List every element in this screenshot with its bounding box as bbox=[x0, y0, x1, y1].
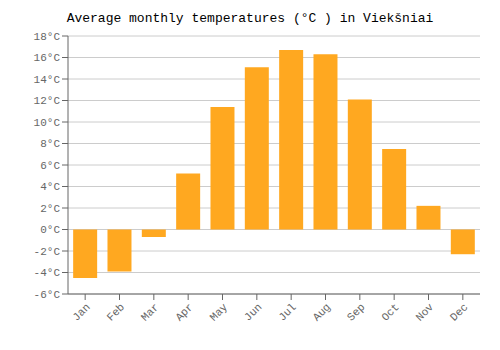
svg-text:-2°C: -2°C bbox=[34, 246, 61, 258]
svg-text:Nov: Nov bbox=[414, 301, 437, 324]
html-text:Average monthly temperatures (: Average monthly temperatures (°C ) in Vi… bbox=[66, 11, 434, 26]
svg-text:-4°C: -4°C bbox=[34, 267, 61, 279]
svg-text:Jan: Jan bbox=[70, 301, 92, 323]
svg-text:16°C: 16°C bbox=[34, 52, 61, 64]
svg-text:2°C: 2°C bbox=[40, 203, 60, 215]
svg-text:Jul: Jul bbox=[276, 301, 298, 323]
svg-text:12°C: 12°C bbox=[34, 95, 61, 107]
svg-text:14°C: 14°C bbox=[34, 74, 61, 86]
svg-text:18°C: 18°C bbox=[34, 31, 61, 43]
svg-text:Apr: Apr bbox=[173, 301, 195, 323]
svg-text:Feb: Feb bbox=[105, 301, 127, 323]
svg-text:4°C: 4°C bbox=[40, 181, 60, 193]
svg-text:Sep: Sep bbox=[345, 301, 367, 323]
svg-text:Dec: Dec bbox=[448, 301, 470, 323]
svg-text:Jun: Jun bbox=[242, 301, 264, 323]
svg-text:Mar: Mar bbox=[139, 301, 161, 323]
svg-text:0°C: 0°C bbox=[40, 224, 60, 236]
svg-text:10°C: 10°C bbox=[34, 117, 61, 129]
svg-text:Oct: Oct bbox=[379, 301, 401, 323]
svg-text:-6°C: -6°C bbox=[34, 289, 61, 301]
svg-text:6°C: 6°C bbox=[40, 160, 60, 172]
svg-text:May: May bbox=[208, 301, 231, 324]
svg-text:8°C: 8°C bbox=[40, 138, 60, 150]
svg-text:Aug: Aug bbox=[311, 301, 333, 323]
